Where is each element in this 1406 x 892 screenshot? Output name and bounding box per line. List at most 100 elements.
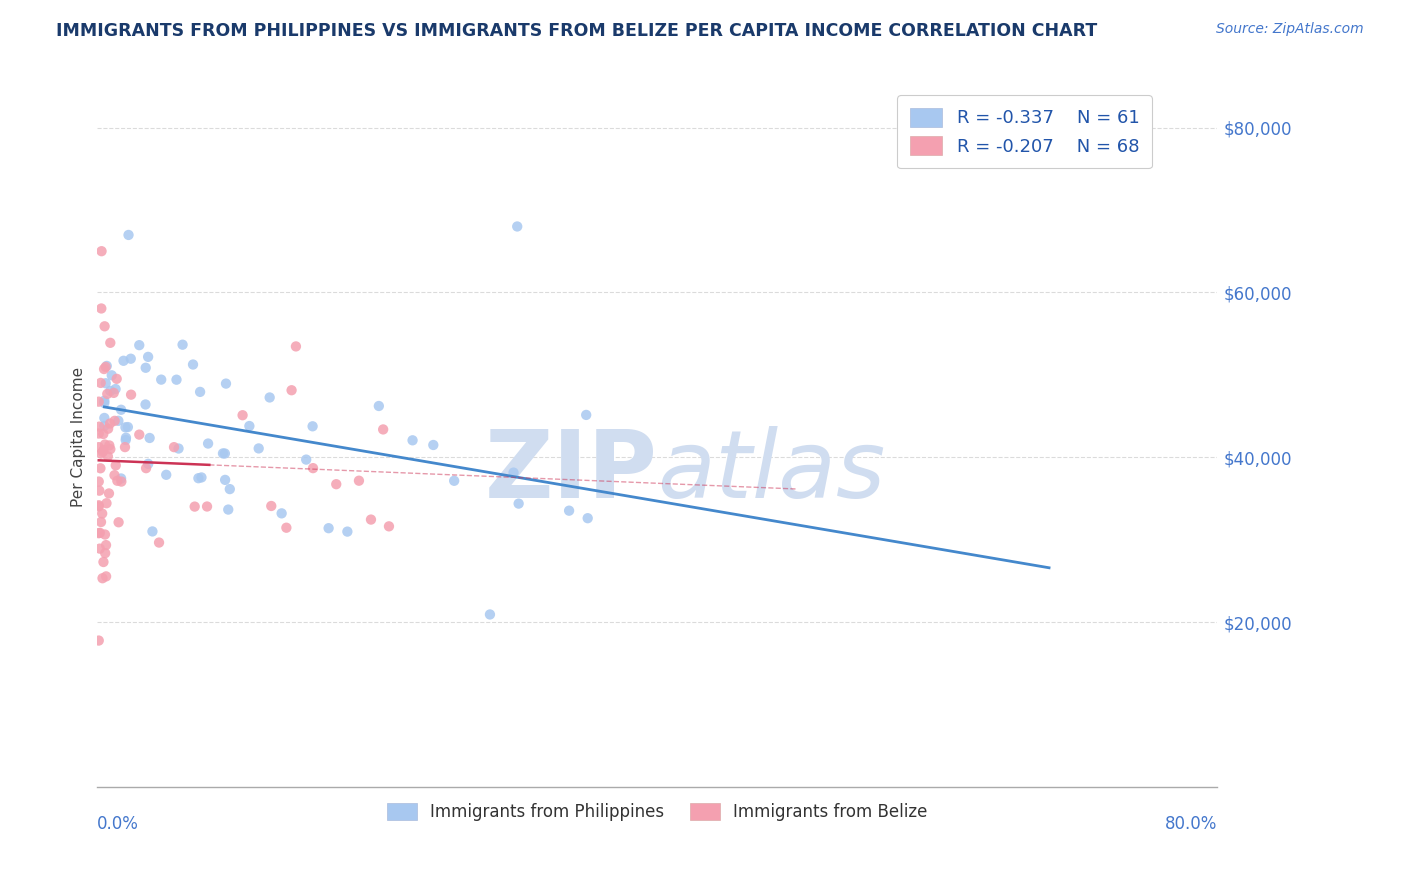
Point	[89, 525, 111, 540]
Point	[167, 442, 190, 456]
Point	[138, 431, 160, 445]
Point	[187, 471, 209, 485]
Point	[117, 227, 139, 242]
Text: 80.0%: 80.0%	[1164, 815, 1218, 833]
Point	[238, 419, 260, 434]
Point	[276, 521, 298, 535]
Point	[87, 426, 110, 441]
Point	[104, 382, 127, 396]
Point	[93, 362, 115, 376]
Point	[90, 376, 112, 390]
Point	[360, 512, 382, 526]
Point	[94, 437, 117, 451]
Point	[89, 419, 111, 434]
Point	[104, 458, 127, 473]
Point	[87, 394, 110, 409]
Point	[217, 502, 239, 516]
Point	[103, 385, 125, 400]
Point	[105, 474, 128, 488]
Point	[89, 541, 111, 556]
Point	[506, 219, 529, 234]
Point	[135, 397, 157, 411]
Point	[103, 468, 125, 483]
Point	[117, 420, 139, 434]
Text: atlas: atlas	[657, 426, 886, 517]
Point	[100, 368, 122, 383]
Point	[96, 387, 118, 401]
Point	[96, 496, 118, 510]
Point	[107, 516, 129, 530]
Point	[94, 546, 117, 560]
Point	[558, 504, 581, 518]
Point	[107, 414, 129, 428]
Point	[110, 471, 132, 485]
Point	[89, 461, 111, 475]
Point	[90, 515, 112, 529]
Point	[378, 519, 401, 533]
Point	[247, 442, 270, 456]
Point	[91, 507, 114, 521]
Point	[98, 384, 121, 398]
Point	[190, 470, 212, 484]
Point	[136, 457, 159, 471]
Point	[214, 446, 236, 460]
Point	[135, 360, 157, 375]
Point	[422, 438, 444, 452]
Point	[260, 499, 283, 513]
Point	[97, 422, 120, 436]
Text: IMMIGRANTS FROM PHILIPPINES VS IMMIGRANTS FROM BELIZE PER CAPITA INCOME CORRELAT: IMMIGRANTS FROM PHILIPPINES VS IMMIGRANT…	[56, 22, 1098, 40]
Point	[280, 383, 302, 397]
Point	[443, 474, 465, 488]
Point	[114, 420, 136, 434]
Point	[301, 419, 323, 434]
Point	[112, 353, 135, 368]
Point	[155, 467, 177, 482]
Point	[87, 526, 110, 541]
Text: Source: ZipAtlas.com: Source: ZipAtlas.com	[1216, 22, 1364, 37]
Point	[128, 427, 150, 442]
Point	[93, 396, 115, 410]
Point	[120, 387, 142, 401]
Legend: Immigrants from Philippines, Immigrants from Belize: Immigrants from Philippines, Immigrants …	[381, 797, 934, 828]
Point	[270, 507, 292, 521]
Point	[172, 337, 194, 351]
Point	[135, 461, 157, 475]
Point	[318, 521, 340, 535]
Point	[367, 399, 389, 413]
Y-axis label: Per Capita Income: Per Capita Income	[72, 367, 86, 507]
Point	[98, 486, 121, 500]
Point	[98, 438, 121, 452]
Point	[90, 447, 112, 461]
Point	[347, 474, 370, 488]
Point	[295, 452, 318, 467]
Point	[232, 408, 254, 422]
Point	[90, 244, 112, 259]
Point	[91, 571, 114, 585]
Point	[181, 358, 204, 372]
Point	[197, 436, 219, 450]
Point	[94, 376, 117, 391]
Point	[90, 301, 112, 316]
Point	[110, 402, 132, 417]
Point	[115, 431, 138, 445]
Point	[128, 338, 150, 352]
Point	[87, 440, 110, 454]
Point	[114, 433, 136, 447]
Point	[401, 434, 423, 448]
Point	[98, 417, 121, 431]
Point	[89, 483, 111, 498]
Point	[214, 473, 236, 487]
Point	[87, 633, 110, 648]
Point	[94, 527, 117, 541]
Point	[110, 475, 132, 489]
Text: ZIP: ZIP	[484, 425, 657, 517]
Point	[148, 535, 170, 549]
Point	[87, 500, 110, 514]
Point	[98, 442, 121, 457]
Point	[136, 350, 159, 364]
Point	[94, 569, 117, 583]
Point	[195, 500, 218, 514]
Point	[105, 372, 128, 386]
Point	[87, 498, 110, 512]
Point	[163, 440, 186, 454]
